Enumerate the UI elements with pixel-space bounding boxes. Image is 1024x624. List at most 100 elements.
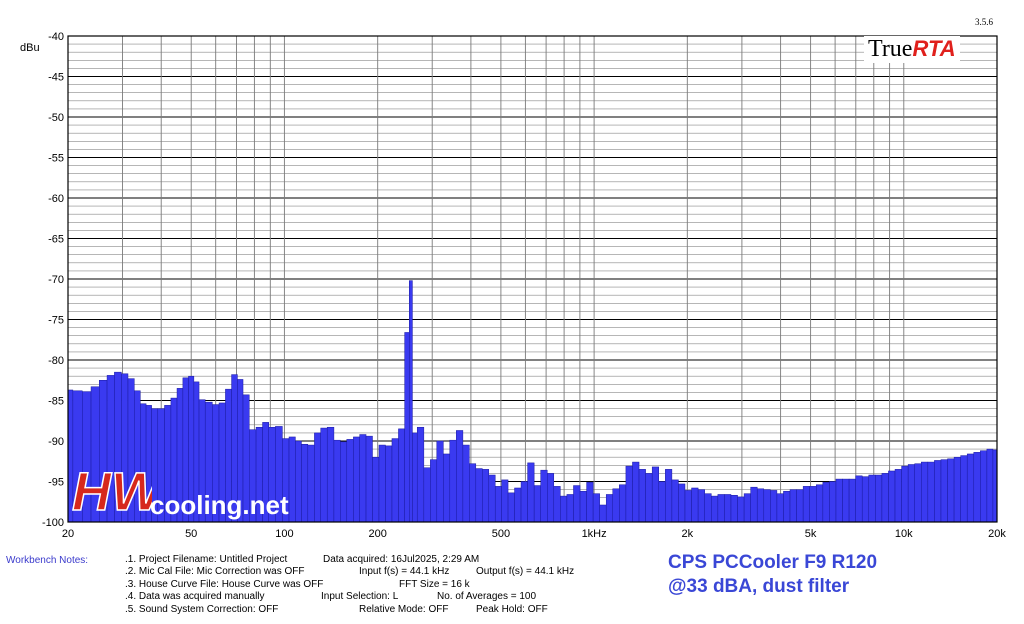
spectrum-bar (835, 478, 843, 523)
spectrum-bar (527, 462, 535, 523)
spectrum-bar (651, 466, 660, 523)
spectrum-bar (326, 426, 335, 523)
y-axis-unit: dBu (20, 42, 40, 54)
y-tick-label: -70 (48, 274, 64, 286)
spectrum-bar (346, 439, 354, 523)
spectrum-bar (423, 467, 431, 523)
y-tick-label: -65 (48, 234, 64, 246)
spectrum-bar (829, 481, 837, 523)
y-tick-label: -95 (48, 477, 64, 489)
spectrum-bar (514, 487, 522, 523)
spectrum-bar (340, 441, 348, 523)
spectrum-bar (960, 455, 968, 523)
spectrum-bar (907, 464, 915, 523)
spectrum-bar (756, 488, 765, 523)
note-cell: Output f(s) = 44.1 kHz (476, 566, 575, 578)
spectrum-bar (822, 482, 830, 523)
spectrum-bar (763, 489, 771, 523)
spectrum-bar (579, 490, 587, 523)
spectrum-bar (776, 493, 784, 523)
spectrum-bar (875, 474, 883, 523)
spectrum-bar (436, 440, 444, 523)
spectrum-bar (940, 459, 948, 523)
x-tick-label: 500 (492, 528, 510, 540)
spectrum-bar (645, 473, 653, 523)
spectrum-bar (861, 476, 870, 523)
spectrum-bar (743, 493, 751, 523)
y-tick-label: -75 (48, 315, 64, 327)
spectrum-bar (553, 486, 561, 523)
spectrum-bar (914, 463, 922, 523)
spectrum-bar (894, 469, 902, 523)
spectrum-bar (462, 444, 470, 523)
spectrum-bar (632, 461, 640, 523)
spectrum-bar (953, 456, 961, 523)
y-axis-ticks: -40 -45 -50 -55 -60 -65 -70 -75 -80 -85 -90 -95 -100 (42, 31, 64, 529)
spectrum-bar (333, 439, 341, 523)
spectrum-bar (881, 473, 889, 523)
spectrum-bar (638, 469, 646, 523)
spectrum-bar (378, 444, 386, 523)
spectrum-bar (986, 448, 994, 523)
spectrum-bar (848, 478, 856, 523)
spectrum-bar (391, 438, 399, 523)
spectrum-bar (494, 486, 502, 523)
version-label: 3.5.6 (975, 17, 994, 27)
y-tick-label: -60 (48, 193, 64, 205)
spectrum-bar (802, 486, 810, 523)
spectrum-bar (430, 459, 438, 523)
spectrum-bar (488, 474, 496, 523)
spectrum-bar (724, 494, 732, 523)
hwcooling-logo-text: cooling.net (150, 490, 289, 520)
brand-part2: RTA (912, 36, 956, 61)
plot-frame (67, 35, 998, 523)
spectrum-bar (750, 486, 758, 523)
spectrum-bar (966, 453, 975, 523)
spectrum-bar (507, 492, 515, 523)
spectrum-bar (385, 445, 393, 523)
spectrum-bar (586, 482, 594, 523)
spectrum-bar (671, 479, 679, 523)
spectrum-bar (717, 494, 725, 523)
spectrum-bar (888, 470, 896, 523)
spectrum-bar (307, 444, 315, 523)
x-tick-label: 20 (62, 528, 74, 540)
spectrum-bar (789, 489, 797, 523)
spectrum-bar (927, 461, 935, 523)
x-tick-label: 2k (681, 528, 693, 540)
x-tick-label: 100 (275, 528, 293, 540)
spectrum-bar (783, 490, 791, 523)
spectrum-bar (409, 280, 413, 523)
y-tick-label: -50 (48, 112, 64, 124)
spectrum-bar (314, 432, 321, 523)
x-tick-label: 200 (369, 528, 387, 540)
spectrum-bar (533, 485, 541, 523)
spectrum-bar (625, 465, 633, 523)
x-tick-label: 10k (895, 528, 913, 540)
spectrum-bar (605, 494, 613, 523)
spectrum-bar (770, 490, 778, 523)
spectrum-bar (868, 474, 876, 523)
spectrum-bar (809, 486, 817, 523)
note-cell: .1. Project Filename: Untitled Project (125, 554, 288, 565)
chart-caption: CPS PCCooler F9 R120 @33 dBA, dust filte… (668, 551, 877, 599)
x-tick-label: 5k (805, 528, 817, 540)
y-tick-label: -80 (48, 355, 64, 367)
spectrum-bar (359, 434, 367, 523)
spectrum-bar (691, 487, 699, 523)
spectrum-bar (398, 428, 405, 523)
spectrum-bar (684, 490, 692, 523)
caption-line1: CPS PCCooler F9 R120 (668, 552, 878, 573)
note-cell: Peak Hold: OFF (476, 603, 548, 615)
spectrum-bar (301, 443, 309, 523)
spectrum-bar (934, 460, 942, 523)
spectrum-bar (540, 469, 548, 523)
spectrum-bar (469, 463, 477, 523)
note-cell: .5. Sound System Correction: OFF (125, 603, 279, 615)
x-tick-label: 20k (988, 528, 1006, 540)
y-tick-label: -40 (48, 31, 64, 43)
y-tick-label: -55 (48, 153, 64, 165)
spectrum-bar (560, 495, 568, 523)
spectrum-bar (456, 430, 464, 523)
spectrum-bar (404, 332, 410, 523)
